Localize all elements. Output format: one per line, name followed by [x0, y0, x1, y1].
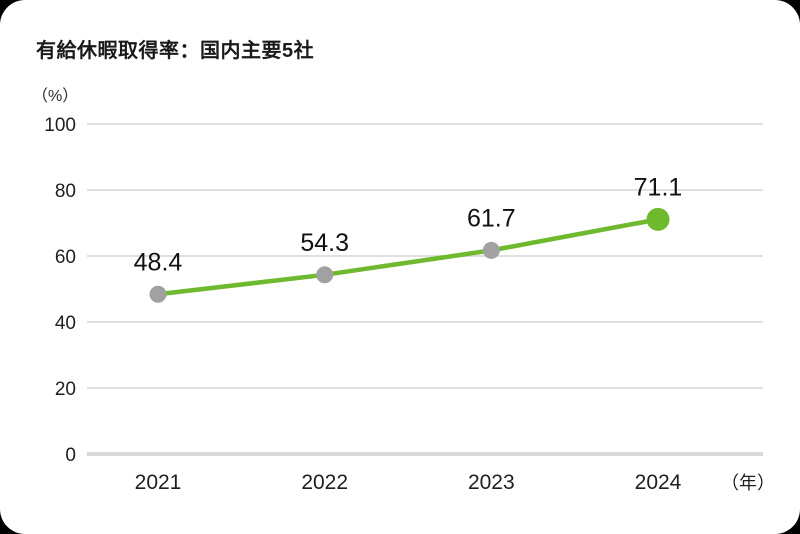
- data-point: [646, 207, 670, 231]
- y-tick-label: 0: [65, 445, 76, 466]
- chart-title: 有給休暇取得率：国内主要5社: [36, 40, 315, 62]
- y-axis-unit-label: （%）: [32, 88, 79, 105]
- data-point: [149, 285, 167, 303]
- data-point: [482, 241, 500, 259]
- y-tick-label: 20: [55, 379, 76, 400]
- y-tick-label: 40: [55, 313, 76, 334]
- x-tick-label: 2021: [135, 471, 182, 494]
- y-tick-label: 80: [55, 181, 76, 202]
- x-axis-unit-label: （年）: [721, 473, 775, 493]
- data-label: 54.3: [300, 229, 349, 257]
- data-label: 61.7: [467, 204, 516, 232]
- data-label: 48.4: [134, 248, 183, 276]
- data-point: [316, 266, 334, 284]
- x-tick-label: 2023: [468, 471, 515, 494]
- y-tick-label: 100: [44, 115, 76, 136]
- x-tick-label: 2022: [301, 471, 348, 494]
- data-label: 71.1: [634, 173, 683, 201]
- x-tick-label: 2024: [635, 471, 682, 494]
- series-line: [155, 217, 661, 297]
- y-tick-label: 60: [55, 247, 76, 268]
